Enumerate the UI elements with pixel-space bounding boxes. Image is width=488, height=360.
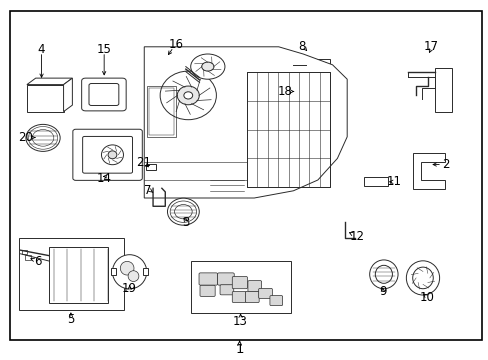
FancyBboxPatch shape: [269, 296, 282, 306]
Ellipse shape: [128, 271, 139, 282]
Ellipse shape: [183, 92, 192, 99]
Bar: [19, 238, 123, 310]
Text: 1: 1: [235, 343, 244, 356]
FancyBboxPatch shape: [245, 292, 259, 302]
Text: 5: 5: [67, 313, 75, 326]
Text: 6: 6: [34, 255, 41, 268]
Text: 18: 18: [277, 85, 292, 98]
Text: 8: 8: [298, 40, 305, 53]
Text: 21: 21: [136, 156, 150, 169]
Ellipse shape: [190, 54, 224, 79]
Ellipse shape: [177, 86, 199, 105]
Bar: [146, 86, 176, 137]
Polygon shape: [144, 47, 346, 198]
Text: 20: 20: [18, 131, 33, 144]
FancyBboxPatch shape: [73, 129, 142, 180]
Ellipse shape: [374, 265, 391, 283]
Bar: [25, 255, 31, 260]
Bar: [246, 72, 329, 187]
FancyBboxPatch shape: [200, 285, 215, 297]
Text: 14: 14: [97, 172, 111, 185]
Polygon shape: [154, 64, 181, 70]
Text: 12: 12: [349, 230, 364, 243]
FancyBboxPatch shape: [232, 292, 245, 302]
Bar: [149, 88, 173, 135]
Bar: [143, 268, 148, 275]
FancyBboxPatch shape: [217, 273, 234, 285]
Text: 4: 4: [38, 43, 45, 56]
Bar: [111, 268, 116, 275]
Text: 17: 17: [423, 40, 438, 53]
Polygon shape: [27, 78, 72, 85]
Ellipse shape: [406, 261, 439, 295]
Text: 2: 2: [441, 158, 449, 171]
Text: 16: 16: [168, 39, 183, 51]
Bar: [309, 62, 325, 71]
Text: 11: 11: [386, 175, 401, 188]
Bar: [49, 247, 107, 303]
Text: 15: 15: [97, 43, 111, 56]
Ellipse shape: [26, 124, 60, 151]
Text: 3: 3: [182, 216, 189, 229]
Bar: [190, 261, 290, 313]
Polygon shape: [27, 85, 63, 112]
Ellipse shape: [160, 71, 216, 120]
Polygon shape: [412, 153, 444, 189]
Polygon shape: [63, 78, 72, 112]
Bar: [21, 250, 27, 254]
Text: 19: 19: [122, 282, 137, 295]
Bar: [145, 164, 156, 170]
Ellipse shape: [287, 77, 316, 106]
Bar: [299, 104, 310, 109]
FancyBboxPatch shape: [247, 281, 261, 292]
Polygon shape: [434, 68, 451, 112]
Ellipse shape: [412, 267, 432, 289]
Ellipse shape: [108, 151, 117, 159]
Ellipse shape: [112, 255, 146, 289]
FancyBboxPatch shape: [199, 273, 217, 285]
FancyBboxPatch shape: [258, 288, 272, 298]
FancyBboxPatch shape: [232, 276, 247, 289]
Text: 7: 7: [143, 184, 151, 197]
Text: 13: 13: [233, 315, 247, 328]
Ellipse shape: [102, 145, 123, 165]
Ellipse shape: [369, 260, 397, 289]
Bar: [364, 177, 387, 186]
Bar: [305, 59, 329, 74]
FancyBboxPatch shape: [220, 285, 233, 295]
Ellipse shape: [120, 261, 134, 275]
Text: 10: 10: [419, 291, 433, 304]
Ellipse shape: [201, 62, 214, 71]
FancyBboxPatch shape: [82, 136, 132, 173]
Text: 9: 9: [378, 285, 386, 298]
Ellipse shape: [167, 198, 199, 225]
